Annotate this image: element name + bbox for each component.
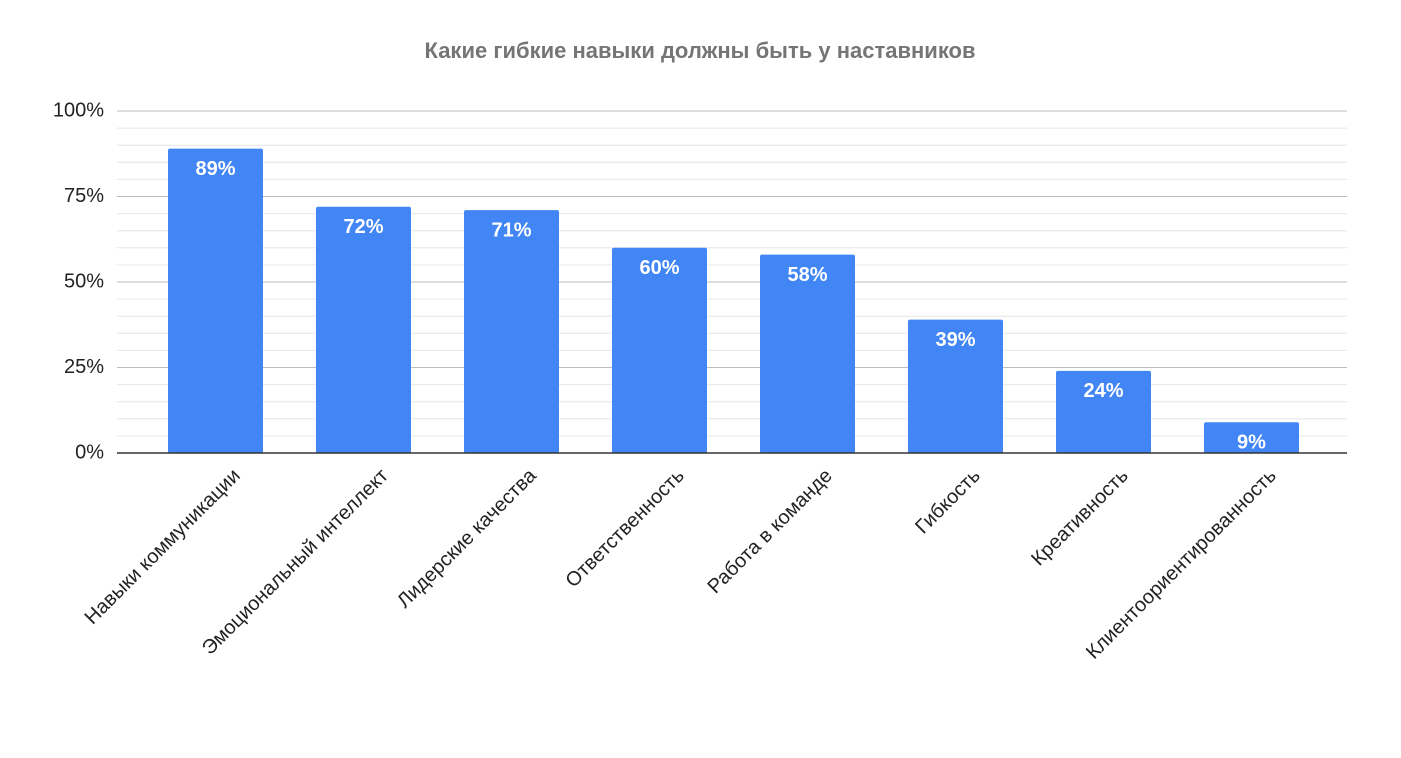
chart-title: Какие гибкие навыки должны быть у настав…: [425, 38, 976, 63]
bar: [464, 210, 559, 453]
y-tick-label: 0%: [75, 441, 104, 463]
bar: [168, 148, 263, 453]
bar: [1204, 422, 1299, 453]
value-label: 71%: [491, 219, 531, 241]
x-tick-label: Креативность: [1027, 465, 1133, 571]
bar: [760, 254, 855, 453]
x-tick-label: Гибкость: [911, 465, 985, 539]
x-tick-label: Ответственность: [561, 465, 688, 592]
value-label: 89%: [195, 158, 235, 180]
bar: [316, 206, 411, 453]
y-tick-label: 75%: [64, 185, 104, 207]
y-tick-label: 50%: [64, 270, 104, 292]
value-label: 60%: [639, 257, 679, 279]
y-tick-label: 25%: [64, 356, 104, 378]
value-label: 24%: [1083, 380, 1123, 402]
bar: [1056, 370, 1151, 453]
bar: [612, 247, 707, 453]
value-label: 72%: [343, 216, 383, 238]
x-tick-label: Работа в команде: [703, 465, 836, 598]
x-tick-label: Навыки коммуникации: [81, 465, 245, 629]
value-label: 39%: [935, 329, 975, 351]
x-tick-label: Лидерские качества: [393, 464, 541, 612]
bar: [908, 319, 1003, 453]
value-label: 58%: [787, 264, 827, 286]
value-label: 9%: [1237, 432, 1266, 454]
y-tick-label: 100%: [53, 99, 104, 121]
